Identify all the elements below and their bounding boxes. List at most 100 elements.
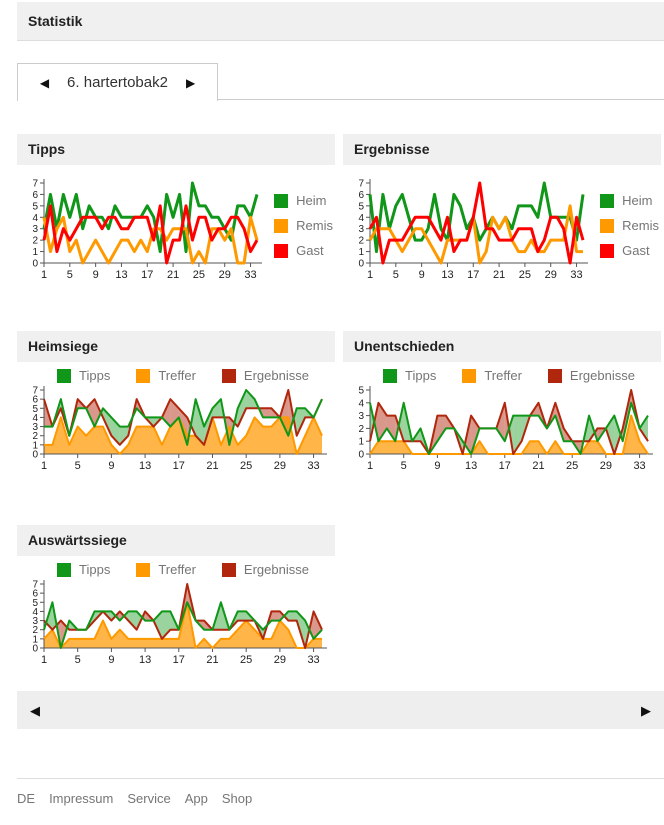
svg-text:21: 21: [167, 269, 179, 281]
pager-next-icon[interactable]: ▶: [641, 702, 651, 718]
legend-item-heim: Heim: [600, 193, 659, 208]
svg-text:9: 9: [93, 269, 99, 281]
legend-item-tipps: Tipps: [57, 368, 110, 383]
svg-text:5: 5: [75, 654, 81, 666]
svg-text:2: 2: [32, 625, 38, 636]
svg-text:21: 21: [206, 460, 218, 472]
panel-title-unentschieden: Unentschieden: [343, 331, 661, 362]
legend-item-gast: Gast: [274, 243, 333, 258]
legend-item-tipps: Tipps: [57, 562, 110, 577]
legend-label: Tipps: [405, 368, 437, 383]
svg-text:17: 17: [141, 269, 153, 281]
svg-text:0: 0: [358, 259, 364, 270]
legend-label: Gast: [296, 243, 324, 258]
svg-text:4: 4: [358, 398, 364, 409]
legend-label: Tipps: [79, 368, 111, 383]
svg-text:29: 29: [274, 654, 286, 666]
footer-link-app[interactable]: App: [184, 791, 208, 806]
svg-text:25: 25: [240, 654, 252, 666]
unentschieden-legend: Tipps Treffer Ergebnisse: [357, 368, 661, 383]
svg-text:7: 7: [32, 179, 38, 190]
pager-prev-icon[interactable]: ◀: [30, 702, 40, 718]
chart-wrap-ergebnisse: 0 1 2 3 4 5 6 7 1 5 9 13 17 21 25 29 33 Heim Remis Gast: [343, 171, 661, 282]
chart-wrap-tipps: 0 1 2 3 4 5 6 7 1 5 9 13 17 21 25 29 33 Heim Remis Gast: [17, 171, 335, 282]
heimsiege-legend: Tipps Treffer Ergebnisse: [31, 368, 335, 383]
legend-item-ergebnisse: Ergebnisse: [221, 368, 309, 383]
legend-item-treffer: Treffer: [136, 562, 196, 577]
svg-text:5: 5: [32, 404, 38, 415]
legend-label: Ergebnisse: [243, 368, 309, 383]
svg-text:5: 5: [67, 269, 73, 281]
tab-bar: ◀ 6. hartertobak2 ▶: [17, 63, 664, 101]
legend-label: Ergebnisse: [569, 368, 635, 383]
tipps-swatch-icon: [57, 368, 72, 383]
svg-text:25: 25: [519, 269, 531, 281]
svg-text:29: 29: [545, 269, 557, 281]
remis-swatch-icon: [274, 218, 289, 233]
treffer-swatch-icon: [136, 368, 151, 383]
svg-text:21: 21: [532, 460, 544, 472]
legend-item-treffer: Treffer: [462, 368, 522, 383]
svg-text:9: 9: [419, 269, 425, 281]
footer-link-de[interactable]: DE: [17, 791, 36, 806]
chart-panel-unentschieden: Unentschieden Tipps Treffer Ergebnisse: [343, 331, 661, 475]
chart-panel-auswaertssiege: Auswärtssiege Tipps Treffer Ergebnisse: [17, 525, 335, 669]
svg-text:1: 1: [41, 460, 47, 472]
chart-panel-ergebnisse: Ergebnisse 0 1 2 3 4 5 6 7 1 5 9 13 17 21 25 29 33 Heim …: [343, 134, 661, 281]
svg-text:13: 13: [465, 460, 477, 472]
tab-current-matchday[interactable]: ◀ 6. hartertobak2 ▶: [17, 63, 218, 101]
legend-item-remis: Remis: [274, 218, 333, 233]
svg-text:3: 3: [32, 616, 38, 627]
footer-link-service[interactable]: Service: [127, 791, 171, 806]
svg-text:25: 25: [240, 460, 252, 472]
page-title: Statistik: [28, 13, 83, 29]
svg-text:29: 29: [274, 460, 286, 472]
legend-label: Heim: [296, 193, 327, 208]
tipps-swatch-icon: [383, 368, 398, 383]
svg-text:33: 33: [633, 460, 645, 472]
heim-swatch-icon: [600, 193, 615, 208]
svg-text:3: 3: [32, 422, 38, 433]
svg-text:5: 5: [401, 460, 407, 472]
svg-text:13: 13: [115, 269, 127, 281]
ergebnisse-swatch-icon: [221, 562, 236, 577]
svg-text:6: 6: [32, 589, 38, 600]
panel-title-auswaertssiege: Auswärtssiege: [17, 525, 335, 556]
svg-text:17: 17: [173, 460, 185, 472]
tipps-legend: Heim Remis Gast: [274, 193, 333, 258]
svg-text:25: 25: [193, 269, 205, 281]
chart-panel-tipps: Tipps 0 1 2 3 4 5 6 7 1 5 9 13 17 21 25 29 33 Heim Remis…: [17, 134, 335, 281]
svg-text:17: 17: [467, 269, 479, 281]
svg-text:4: 4: [32, 213, 38, 224]
heim-swatch-icon: [274, 193, 289, 208]
ergebnisse-legend: Heim Remis Gast: [600, 193, 659, 258]
svg-text:5: 5: [358, 201, 364, 212]
svg-text:0: 0: [358, 450, 364, 461]
legend-label: Heim: [622, 193, 653, 208]
legend-item-gast: Gast: [600, 243, 659, 258]
svg-text:7: 7: [32, 386, 38, 397]
footer-links: DE Impressum Service App Shop: [17, 779, 664, 806]
svg-text:33: 33: [570, 269, 582, 281]
svg-text:29: 29: [219, 269, 231, 281]
legend-label: Remis: [296, 218, 333, 233]
svg-text:2: 2: [32, 431, 38, 442]
tab-next-icon[interactable]: ▶: [185, 75, 196, 90]
svg-text:13: 13: [441, 269, 453, 281]
tab-prev-icon[interactable]: ◀: [39, 75, 50, 90]
footer-link-shop[interactable]: Shop: [221, 791, 253, 806]
svg-text:4: 4: [358, 213, 364, 224]
svg-text:2: 2: [358, 236, 364, 247]
footer-link-impressum[interactable]: Impressum: [49, 791, 114, 806]
svg-text:17: 17: [173, 654, 185, 666]
svg-text:0: 0: [32, 450, 38, 461]
svg-text:1: 1: [358, 247, 364, 258]
chart-wrap-auswaertssiege: Tipps Treffer Ergebnisse 0 1 2 3 4 5 6 7 1 5 9 13 17…: [17, 562, 335, 669]
svg-text:1: 1: [358, 437, 364, 448]
svg-text:5: 5: [393, 269, 399, 281]
chart-panel-heimsiege: Heimsiege Tipps Treffer Ergebnisse: [17, 331, 335, 475]
